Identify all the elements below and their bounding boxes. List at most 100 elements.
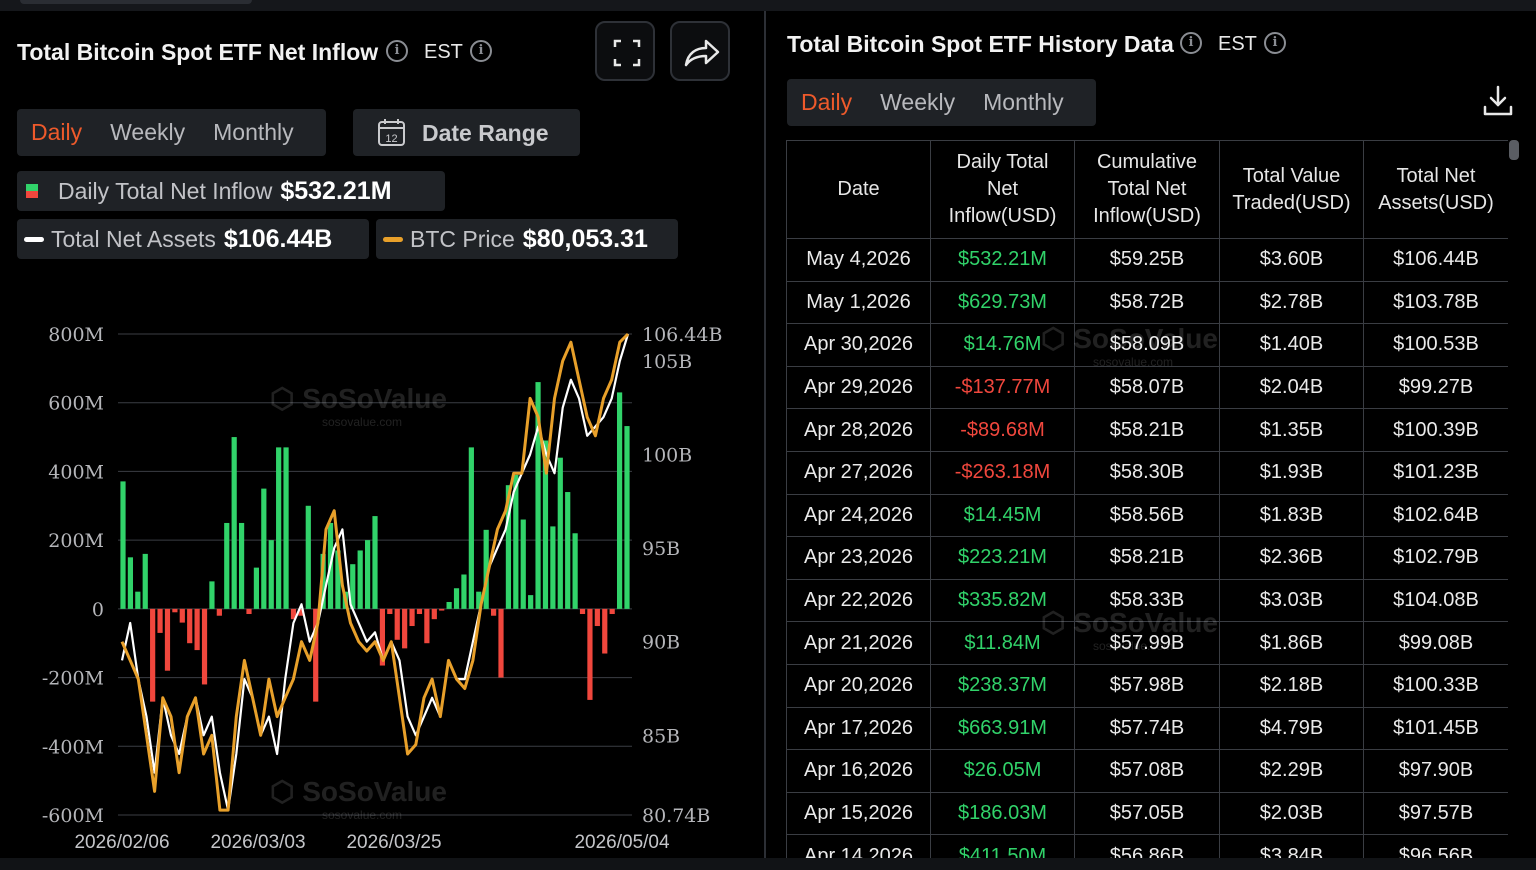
inflow-bar <box>135 591 141 609</box>
table-cell: $2.29B <box>1219 749 1364 793</box>
scrollbar-thumb[interactable] <box>1509 140 1519 160</box>
tab-monthly[interactable]: Monthly <box>213 119 294 145</box>
table-cell: $57.98B <box>1074 663 1220 708</box>
table-row[interactable]: Apr 27,2026 -$263.18M $58.30B $1.93B $101.23… <box>786 450 1508 495</box>
inflow-bar <box>364 540 371 609</box>
share-button[interactable] <box>670 21 730 81</box>
inflow-bar <box>201 608 208 685</box>
y-tick-label: 0 <box>92 599 104 621</box>
history-data-panel: Total Bitcoin Spot ETF History Data i ES… <box>766 11 1536 858</box>
top-strip <box>0 0 1536 11</box>
table-cell: $1.83B <box>1219 493 1364 538</box>
table-cell: Apr 15,2026 <box>786 791 931 836</box>
info-icon[interactable]: i <box>1180 32 1202 54</box>
table-cell: $99.27B <box>1363 365 1508 410</box>
share-icon <box>684 39 720 67</box>
y-tick-label: -200M <box>42 668 104 690</box>
table-row[interactable]: Apr 29,2026 -$137.77M $58.07B $2.04B $99.27B <box>786 365 1508 410</box>
inflow-bar <box>505 485 512 609</box>
tab-handle[interactable] <box>20 0 252 4</box>
table-cell: Apr 28,2026 <box>786 408 931 452</box>
inflow-bar <box>557 457 563 609</box>
inflow-bar <box>609 608 615 615</box>
date-range-button[interactable]: 12 Date Range <box>353 109 580 156</box>
table-cell: Apr 30,2026 <box>786 323 931 367</box>
legend-value: $80,053.31 <box>522 224 648 253</box>
table-cell: $411.50M <box>930 834 1075 858</box>
inflow-bar <box>290 608 297 620</box>
history-table[interactable]: Date Daily Total Net Inflow(USD) Cumulative T… <box>786 140 1508 858</box>
tab-weekly[interactable]: Weekly <box>880 89 956 115</box>
table-cell: $101.23B <box>1363 450 1508 495</box>
table-row[interactable]: Apr 15,2026 $186.03M $57.05B $2.03B $97.57B <box>786 791 1508 836</box>
table-cell: May 1,2026 <box>786 280 931 325</box>
legend-value: $532.21M <box>280 176 392 205</box>
table-cell: $59.25B <box>1074 238 1220 282</box>
timezone-info-icon[interactable]: i <box>1264 32 1286 54</box>
inflow-bar <box>268 540 274 609</box>
fullscreen-button[interactable] <box>595 21 655 81</box>
table-row[interactable]: Apr 24,2026 $14.45M $58.56B $1.83B $102.64B <box>786 493 1508 538</box>
table-row[interactable]: Apr 16,2026 $26.05M $57.08B $2.29B $97.90B <box>786 749 1508 793</box>
table-row[interactable]: Apr 20,2026 $238.37M $57.98B $2.18B $100.33B <box>786 663 1508 708</box>
inflow-bar <box>335 550 341 609</box>
table-cell: Apr 29,2026 <box>786 365 931 410</box>
table-cell: $58.09B <box>1074 323 1220 367</box>
table-cell: Apr 21,2026 <box>786 621 931 665</box>
table-cell: $58.72B <box>1074 280 1220 325</box>
info-icon[interactable]: i <box>386 40 408 62</box>
table-cell: Apr 22,2026 <box>786 578 931 623</box>
btc-price-legend[interactable]: BTC Price $80,053.31 <box>376 219 678 259</box>
daily-inflow-legend[interactable]: Daily Total Net Inflow $532.21M <box>17 171 445 211</box>
tab-monthly[interactable]: Monthly <box>983 89 1064 115</box>
inflow-bar <box>424 608 430 644</box>
table-row[interactable]: Apr 14,2026 $411.50M $56.86B $3.84B $96.56B <box>786 834 1508 858</box>
table-cell: $3.60B <box>1219 238 1364 282</box>
download-icon[interactable] <box>1480 83 1516 119</box>
table-cell: $1.40B <box>1219 323 1364 367</box>
table-row[interactable]: Apr 23,2026 $223.21M $58.21B $2.36B $102.79B <box>786 536 1508 580</box>
table-cell: $4.79B <box>1219 706 1364 751</box>
table-cell: $2.04B <box>1219 365 1364 410</box>
table-cell: $3.84B <box>1219 834 1364 858</box>
inflow-bar <box>587 608 593 700</box>
table-row[interactable]: May 4,2026 $532.21M $59.25B $3.60B $106.44B <box>786 238 1508 282</box>
column-header: Cumulative Total Net Inflow(USD) <box>1074 140 1220 239</box>
inflow-bar <box>246 608 252 615</box>
table-row[interactable]: Apr 22,2026 $335.82M $58.33B $3.03B $104.08B <box>786 578 1508 623</box>
inflow-bar <box>120 481 126 609</box>
net-inflow-chart[interactable]: 800M 600M 400M 200M 0 -200M -400M -600M 106.44B 1… <box>0 301 764 861</box>
inflow-bar <box>461 574 467 609</box>
table-cell: $26.05M <box>930 749 1075 793</box>
table-cell: $58.21B <box>1074 408 1220 452</box>
table-cell: Apr 17,2026 <box>786 706 931 751</box>
tab-weekly[interactable]: Weekly <box>110 119 186 145</box>
y2-tick-label: 106.44B <box>642 324 722 346</box>
inflow-bar <box>572 533 578 609</box>
net-assets-legend[interactable]: Total Net Assets $106.44B <box>17 219 369 259</box>
panel-title: Total Bitcoin Spot ETF Net Inflow <box>17 39 379 65</box>
table-row[interactable]: May 1,2026 $629.73M $58.72B $2.78B $103.78B <box>786 280 1508 325</box>
column-header: Total Value Traded(USD) <box>1219 140 1364 239</box>
tab-daily[interactable]: Daily <box>31 119 83 145</box>
table-row[interactable]: Apr 28,2026 -$89.68M $58.21B $1.35B $100.39B <box>786 408 1508 452</box>
y2-tick-label: 100B <box>642 445 692 467</box>
watermark: ⬡ SoSoValue sosovalue.com <box>270 383 447 429</box>
inflow-bar <box>416 608 423 615</box>
inflow-bar <box>513 474 519 609</box>
tab-daily[interactable]: Daily <box>801 89 853 115</box>
timezone-info-icon[interactable]: i <box>470 40 492 62</box>
table-cell: Apr 27,2026 <box>786 450 931 495</box>
inflow-bar <box>565 492 571 609</box>
inflow-bar <box>150 608 156 702</box>
table-cell: Apr 16,2026 <box>786 749 931 793</box>
table-cell: $2.03B <box>1219 791 1364 836</box>
table-cell: $2.78B <box>1219 280 1364 325</box>
x-tick-label: 2026/03/03 <box>210 832 305 853</box>
table-row[interactable]: Apr 17,2026 $663.91M $57.74B $4.79B $101.45B <box>786 706 1508 751</box>
inflow-bar <box>542 440 549 609</box>
inflow-legend-swatch <box>26 184 38 198</box>
table-row[interactable]: Apr 30,2026 $14.76M $58.09B $1.40B $100.53B <box>786 323 1508 367</box>
table-cell: $58.21B <box>1074 536 1220 580</box>
inflow-bar <box>238 522 245 609</box>
